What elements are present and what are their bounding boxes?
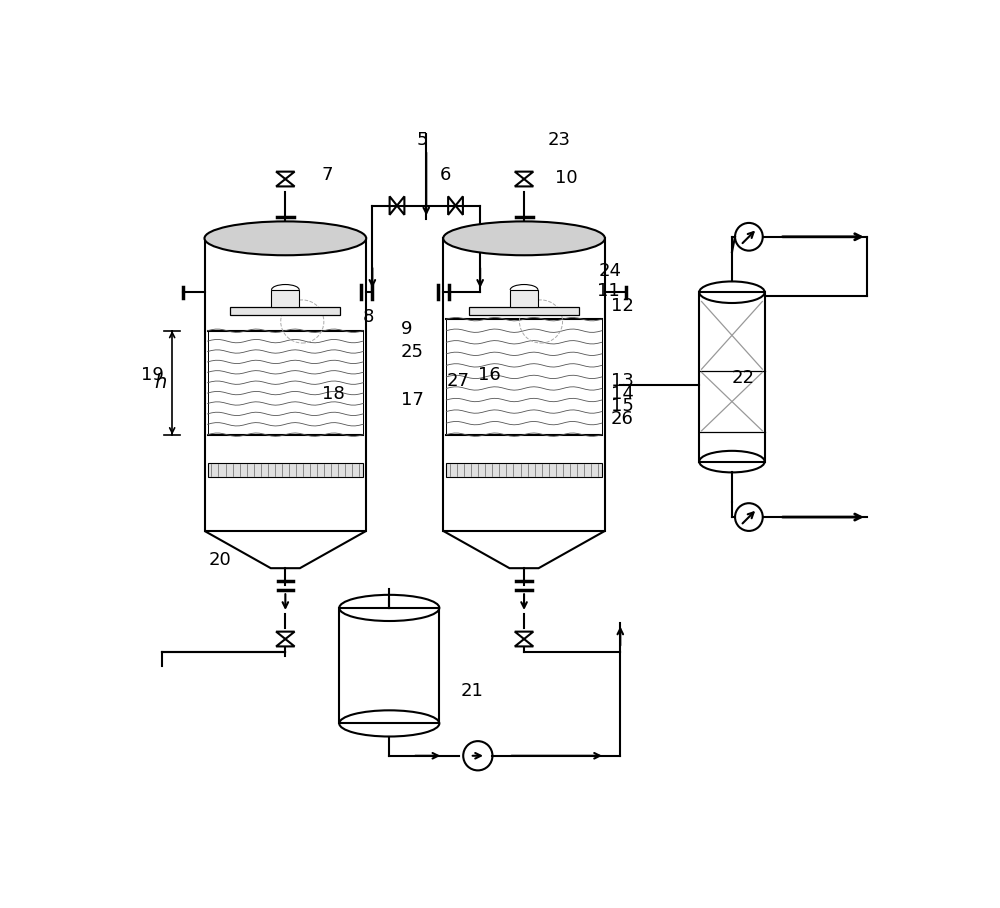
Bar: [699, 292, 765, 461]
Bar: [339, 608, 439, 724]
Text: 24: 24: [599, 262, 622, 280]
Text: 18: 18: [322, 385, 344, 403]
Ellipse shape: [443, 222, 605, 255]
Text: 23: 23: [547, 131, 570, 149]
Text: 13: 13: [611, 371, 634, 390]
Text: 9: 9: [401, 321, 412, 338]
Bar: [230, 307, 340, 315]
Bar: [510, 290, 538, 307]
Text: 16: 16: [478, 367, 501, 384]
Text: 11: 11: [597, 281, 620, 300]
Bar: [443, 238, 605, 531]
Text: 17: 17: [401, 391, 424, 409]
Text: 15: 15: [611, 397, 634, 415]
Text: 27: 27: [447, 371, 470, 390]
Text: 14: 14: [611, 385, 634, 403]
Bar: [469, 307, 579, 315]
Text: 8: 8: [362, 308, 374, 326]
Text: 6: 6: [439, 166, 451, 184]
Ellipse shape: [205, 222, 366, 255]
Text: 7: 7: [322, 166, 333, 184]
Bar: [446, 463, 602, 477]
Text: 21: 21: [460, 682, 483, 700]
Text: 19: 19: [141, 367, 164, 384]
Text: 20: 20: [208, 551, 231, 569]
Text: 26: 26: [611, 410, 634, 429]
Text: 5: 5: [416, 131, 428, 149]
Bar: [208, 463, 363, 477]
Bar: [205, 238, 366, 531]
Text: 10: 10: [555, 169, 577, 187]
Text: 25: 25: [401, 343, 424, 361]
Text: h: h: [154, 373, 167, 392]
Text: 12: 12: [611, 297, 634, 315]
Bar: [271, 290, 299, 307]
Text: 22: 22: [732, 370, 755, 388]
